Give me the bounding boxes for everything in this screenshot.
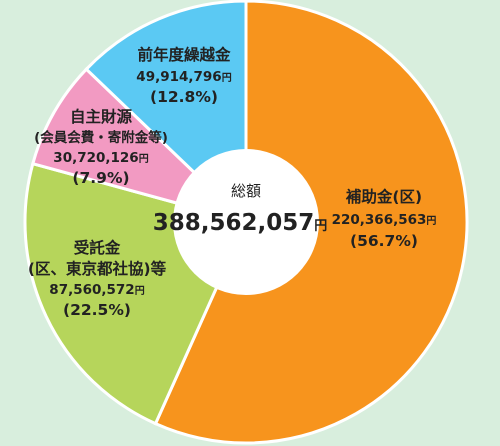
center-total: 388,562,057 xyxy=(153,210,315,236)
slice-label-own-funds: 自主財源 (会員会費・寄附金等) 30,720,126円 (7.9%) xyxy=(34,107,168,187)
slice-label-subsidy: 補助金(区) 220,366,563円 (56.7%) xyxy=(332,187,437,250)
slice-percent: (56.7%) xyxy=(350,232,418,250)
svg-text:87,560,572円: 87,560,572円 xyxy=(49,282,144,298)
slice-percent: (12.8%) xyxy=(150,88,218,106)
slice-unit: 円 xyxy=(139,153,149,165)
slice-percent: (7.9%) xyxy=(72,169,129,187)
slice-name: 前年度繰越金 xyxy=(137,45,231,64)
slice-amount: 220,366,563 xyxy=(332,212,427,228)
slice-name-line2: (会員会費・寄附金等) xyxy=(34,129,168,146)
slice-name: 自主財源 xyxy=(70,107,133,126)
slice-label-carryover: 前年度繰越金 49,914,796円 (12.8%) xyxy=(136,45,231,106)
slice-name: 受託金 xyxy=(74,238,121,257)
svg-text:49,914,796円: 49,914,796円 xyxy=(136,69,231,85)
slice-name: 補助金(区) xyxy=(345,187,422,206)
slice-name-line2: (区、東京都社協)等 xyxy=(28,259,167,278)
slice-unit: 円 xyxy=(135,285,145,297)
center-label: 総額 388,562,057円 xyxy=(153,182,328,236)
donut-hole xyxy=(173,149,319,295)
slice-percent: (22.5%) xyxy=(63,301,131,319)
slice-unit: 円 xyxy=(222,72,232,84)
svg-text:30,720,126円: 30,720,126円 xyxy=(53,150,148,166)
slice-unit: 円 xyxy=(426,215,436,227)
slice-amount: 30,720,126 xyxy=(53,150,138,166)
center-unit: 円 xyxy=(314,219,327,234)
slice-amount: 49,914,796 xyxy=(136,69,221,85)
slice-amount: 87,560,572 xyxy=(49,282,134,298)
center-title: 総額 xyxy=(231,182,261,200)
svg-text:388,562,057円: 388,562,057円 xyxy=(153,210,328,236)
slice-label-commission: 受託金 (区、東京都社協)等 87,560,572円 (22.5%) xyxy=(28,238,167,319)
svg-text:220,366,563円: 220,366,563円 xyxy=(332,212,437,228)
